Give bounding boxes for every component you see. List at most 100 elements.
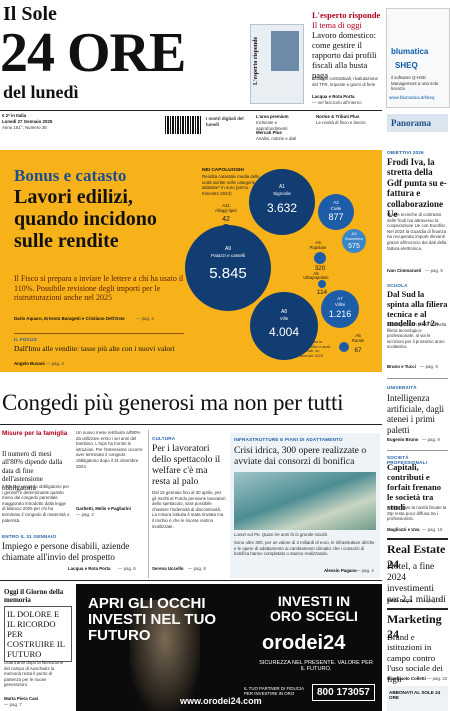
issue: Anno 161°, Numero 26 xyxy=(2,125,47,130)
price: € 2* in Italia xyxy=(2,113,27,118)
page-ref: — pag. 10 xyxy=(422,527,443,532)
page-ref: — pag. 22 xyxy=(427,676,448,681)
headline: Capitali, contributi e forfait frenano l… xyxy=(387,462,442,512)
feature-page: — pag. 3 xyxy=(136,316,154,321)
divider xyxy=(148,430,149,578)
author: Giampaolo Colletti xyxy=(387,676,426,681)
feature-title: Lavori edilizi, quando incidono sulle re… xyxy=(14,186,157,252)
chart-note: (*) Gruppo A, esclusa la categoria A/10 … xyxy=(282,340,331,358)
date: Lunedì 27 Gennaio 2025 xyxy=(2,119,53,124)
ad-slogan: APRI GLI OCCHI INVESTI NEL TUO FUTURO xyxy=(88,595,217,644)
divider xyxy=(387,378,448,379)
author: Paola Dezza xyxy=(387,598,413,603)
disabled-title: Impiego e persone disabili, aziende chia… xyxy=(2,541,130,562)
feature-kicker: Bonus e catasto xyxy=(14,166,127,185)
kicker: SOCIETÀ PROFESSIONALI xyxy=(387,455,428,465)
focus-title: Dall'Imu alle vendite: tasse più alte co… xyxy=(14,344,175,353)
author: Eugenio Bruno xyxy=(387,437,419,442)
lead-body: Un nuovo mese retribuito all'80% da util… xyxy=(76,430,143,469)
ad-logo: blumatica xyxy=(391,47,429,56)
author: Bruno e Tucci xyxy=(387,364,416,369)
disabled-authors: Lacqua e Rota Porta xyxy=(68,566,111,571)
divider xyxy=(387,538,448,540)
infra-photo xyxy=(234,472,376,530)
legend-title: NEI CAPOLUOGHI xyxy=(202,168,244,173)
lead-page: — pag. 2 xyxy=(76,512,94,517)
infra-author: Alessio Pagano xyxy=(324,568,357,573)
ad-headline: INVESTI IN ORO SCEGLI xyxy=(270,593,358,624)
info-row xyxy=(0,110,382,111)
promo-kicker: L'esperto risponde xyxy=(312,10,381,20)
promo-cover: L'esperto risponde xyxy=(250,24,304,104)
promo-topic: Il tema di oggi xyxy=(312,20,362,30)
lead-authors: Garbetti, Melis e Pagliarini xyxy=(76,506,131,511)
ad-text: il software Q-HSE Management a una sola … xyxy=(391,75,439,92)
promo-authors: Lacqua e Rota Porta xyxy=(312,94,355,99)
infra-title: Crisi idrica, 300 opere realizzate o avv… xyxy=(234,445,367,467)
infra-page: — pag. 4 xyxy=(356,568,374,573)
body: Anche dopo la novità fiscale la Stp rest… xyxy=(387,505,447,522)
service: Mercati Plus xyxy=(256,130,282,135)
page-ref: — pag. 9 xyxy=(420,364,438,369)
ad-partner: IL TUO PARTNER DI FIDUCIA PER INVESTIRE … xyxy=(244,686,304,696)
disabled-page: — pag. 6 xyxy=(118,566,136,571)
author: Magliozzi e Uva xyxy=(387,527,420,532)
lead-title: Congedi più generosi ma non per tutti xyxy=(2,390,344,415)
headline: Brand e istituzioni in campo contro l'us… xyxy=(387,632,443,684)
promo-title: Lavoro domestico: come gestire il rappor… xyxy=(312,30,377,80)
memory-page: — pag. 7 xyxy=(4,702,22,707)
ad-product: SHEQ xyxy=(395,61,418,70)
feature-authors: Dario Aquaro, Ernesto Baragetti e Cristi… xyxy=(14,316,125,321)
kicker: UNIVERSITÀ xyxy=(387,385,417,390)
service: I nostri digitali del lunedì xyxy=(206,116,244,127)
service-text: Inchieste e approfondimenti xyxy=(256,120,288,131)
memory-title: IL DOLORE E IL RICORDO PER COSTRUIRE IL … xyxy=(4,606,72,662)
page-ref: — pag. 22 xyxy=(422,598,443,603)
section-title: Marketing 24 xyxy=(387,612,442,641)
culture-author: Serena Uccello xyxy=(152,566,184,571)
divider xyxy=(387,608,448,610)
kicker: SCUOLA xyxy=(387,283,408,288)
lead-subtitle: Il numero di mesi all'80% dipende dalla … xyxy=(2,450,63,492)
ad-url: www.orodei24.com xyxy=(180,696,262,706)
promo-page: — nel fascicolo all'interno xyxy=(312,100,362,105)
lead-kicker: Misure per la famiglia xyxy=(2,430,68,437)
infra-caption: Lavori sul Po. Quasi tre anni fa la gran… xyxy=(234,532,327,537)
memory-author: Marta Piera Casi xyxy=(4,696,39,701)
barcode xyxy=(165,116,201,134)
page-ref: — pag. 9 xyxy=(422,437,440,442)
headline: Intelligenza artificiale, dagli atenei i… xyxy=(387,393,444,435)
promo-text: Obblighi contrattuali, rivalutazione del… xyxy=(312,76,378,87)
author: Ivan Cimmarusti xyxy=(387,268,422,273)
legend-text: Rendita catastale media delle unità iscr… xyxy=(202,174,260,196)
culture-page: — pag. 8 xyxy=(188,566,206,571)
focus-page: — pag. 3 xyxy=(46,361,64,366)
ad-top: blumatica SHEQ il software Q-HSE Managem… xyxy=(386,8,450,108)
panorama: Panorama xyxy=(391,118,431,128)
ad-bottom xyxy=(76,584,382,711)
focus-divider xyxy=(14,333,184,334)
headline: Hotel, a fine 2024 investimenti per 2,1 … xyxy=(387,562,446,605)
cover-image xyxy=(271,31,299,71)
section-title: Real Estate 24 xyxy=(387,542,446,571)
body: Mezzogiorno in prima fila nella filiera … xyxy=(387,322,447,350)
page-ref: — pag. 5 xyxy=(425,268,443,273)
cover-title: L'esperto risponde xyxy=(253,36,259,85)
culture-kicker: CULTURA xyxy=(152,436,176,441)
ad-tagline: SICUREZZA NEL PRESENTE. VALORE PER IL FU… xyxy=(259,660,373,672)
subscribe: ABBONATI AL SOLE 24 ORE xyxy=(389,690,441,700)
headline: Dal Sud la spinta alla filiera tecnica e… xyxy=(387,290,448,329)
divider xyxy=(387,450,448,451)
infra-body: Sono oltre 300, per un valore di 3 milia… xyxy=(234,540,375,557)
focus-kicker: IL FOCUS xyxy=(14,337,37,342)
service: Norme & Tributi Plus xyxy=(316,114,360,119)
ad-brand: orodei24 xyxy=(262,632,346,654)
culture-title: Per i lavoratori dello spettacolo il wel… xyxy=(152,443,221,487)
brand-sub: del lunedì xyxy=(3,82,79,102)
section-rule xyxy=(0,580,382,581)
disabled-kicker: ENTRO IL 31 GENNAIO xyxy=(2,534,57,539)
kicker: OBIETTIVI 2026 xyxy=(387,150,424,155)
ad-figure xyxy=(130,600,200,711)
culture-body: Dal 15 gennaio fino al 30 aprile, per gl… xyxy=(152,490,226,529)
